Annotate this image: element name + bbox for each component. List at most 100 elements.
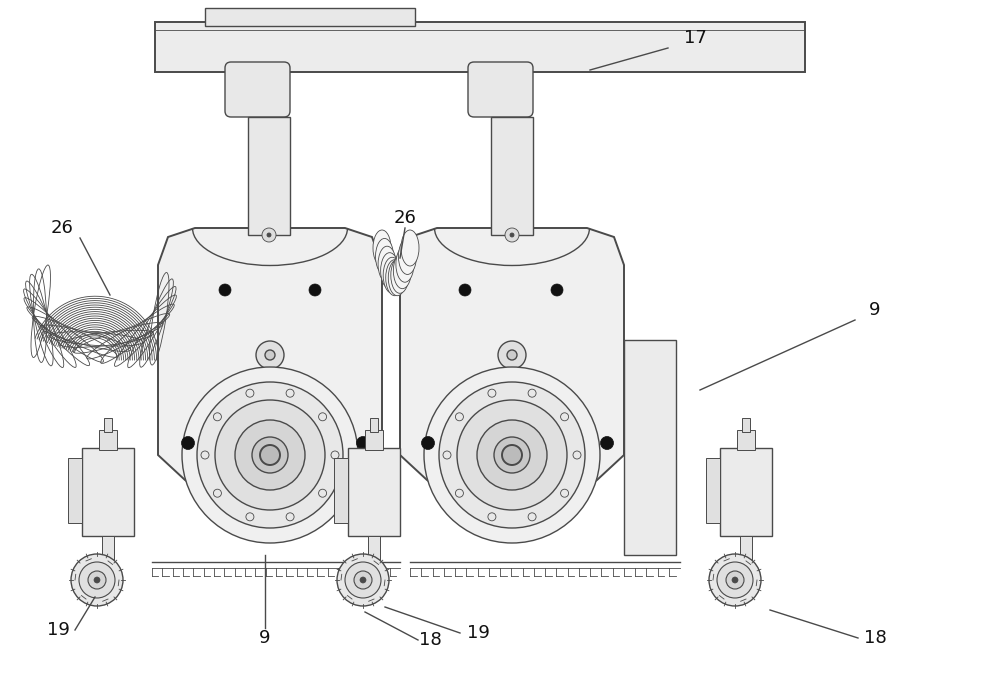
Circle shape [331, 451, 339, 459]
Bar [205, 8, 415, 26]
Circle shape [88, 571, 106, 589]
Circle shape [561, 413, 569, 421]
Circle shape [94, 577, 100, 583]
Circle shape [235, 420, 305, 490]
Circle shape [246, 389, 254, 397]
Circle shape [213, 413, 221, 421]
Circle shape [443, 451, 451, 459]
Circle shape [267, 233, 271, 237]
Circle shape [455, 489, 463, 497]
Circle shape [439, 382, 585, 528]
Circle shape [477, 420, 547, 490]
Bar [737, 430, 755, 450]
Circle shape [457, 400, 567, 510]
Bar [248, 117, 290, 235]
Circle shape [260, 445, 280, 465]
Bar [82, 448, 134, 536]
Bar [334, 458, 348, 523]
Bar [348, 448, 400, 536]
Bar [624, 340, 676, 555]
Circle shape [494, 437, 530, 473]
Circle shape [573, 451, 581, 459]
Circle shape [455, 413, 463, 421]
Circle shape [502, 445, 522, 465]
Circle shape [528, 389, 536, 397]
Circle shape [71, 554, 123, 606]
Circle shape [507, 350, 517, 360]
Circle shape [197, 382, 343, 528]
Bar [365, 430, 383, 450]
Circle shape [459, 284, 471, 296]
Circle shape [286, 513, 294, 521]
Bar [68, 458, 82, 523]
Text: 9: 9 [259, 629, 271, 647]
Bar [742, 418, 750, 432]
Circle shape [510, 233, 514, 237]
Text: 19: 19 [467, 624, 489, 642]
Bar [720, 448, 772, 536]
Circle shape [422, 437, 434, 450]
Ellipse shape [386, 260, 404, 296]
Circle shape [309, 284, 321, 296]
Circle shape [354, 571, 372, 589]
Circle shape [201, 451, 209, 459]
Circle shape [551, 284, 563, 296]
Text: 19: 19 [47, 621, 69, 639]
Bar [368, 536, 380, 581]
Text: 9: 9 [869, 301, 881, 319]
Circle shape [337, 554, 389, 606]
Circle shape [488, 513, 496, 521]
Circle shape [360, 577, 366, 583]
Circle shape [732, 577, 738, 583]
Circle shape [256, 341, 284, 369]
Polygon shape [400, 228, 624, 518]
Bar [155, 22, 805, 72]
Circle shape [726, 571, 744, 589]
Ellipse shape [383, 257, 401, 294]
Ellipse shape [401, 230, 419, 266]
Circle shape [717, 562, 753, 598]
Text: 18: 18 [419, 631, 441, 649]
Bar [102, 536, 114, 581]
Circle shape [356, 437, 370, 450]
Bar [99, 430, 117, 450]
Ellipse shape [398, 238, 416, 275]
Ellipse shape [378, 246, 396, 282]
Circle shape [286, 389, 294, 397]
Circle shape [246, 513, 254, 521]
Circle shape [319, 413, 327, 421]
Bar [740, 536, 752, 581]
Bar [491, 117, 533, 235]
Bar [370, 418, 378, 432]
Circle shape [561, 489, 569, 497]
Circle shape [213, 489, 221, 497]
Ellipse shape [388, 260, 406, 296]
Text: 17: 17 [684, 29, 706, 47]
Circle shape [505, 228, 519, 242]
Ellipse shape [381, 252, 399, 289]
Circle shape [182, 437, 194, 450]
Ellipse shape [373, 230, 391, 266]
Circle shape [424, 367, 600, 543]
Circle shape [345, 562, 381, 598]
Circle shape [262, 228, 276, 242]
Circle shape [252, 437, 288, 473]
Circle shape [219, 284, 231, 296]
Circle shape [182, 367, 358, 543]
Bar [706, 458, 720, 523]
FancyBboxPatch shape [468, 62, 533, 117]
Circle shape [488, 389, 496, 397]
Ellipse shape [391, 257, 409, 294]
Polygon shape [158, 228, 382, 518]
Text: 26: 26 [394, 209, 416, 227]
Circle shape [709, 554, 761, 606]
Circle shape [265, 350, 275, 360]
Text: 18: 18 [864, 629, 886, 647]
Circle shape [319, 489, 327, 497]
FancyBboxPatch shape [225, 62, 290, 117]
Circle shape [600, 437, 614, 450]
Circle shape [215, 400, 325, 510]
Circle shape [498, 341, 526, 369]
Ellipse shape [393, 252, 411, 289]
Ellipse shape [396, 246, 414, 282]
